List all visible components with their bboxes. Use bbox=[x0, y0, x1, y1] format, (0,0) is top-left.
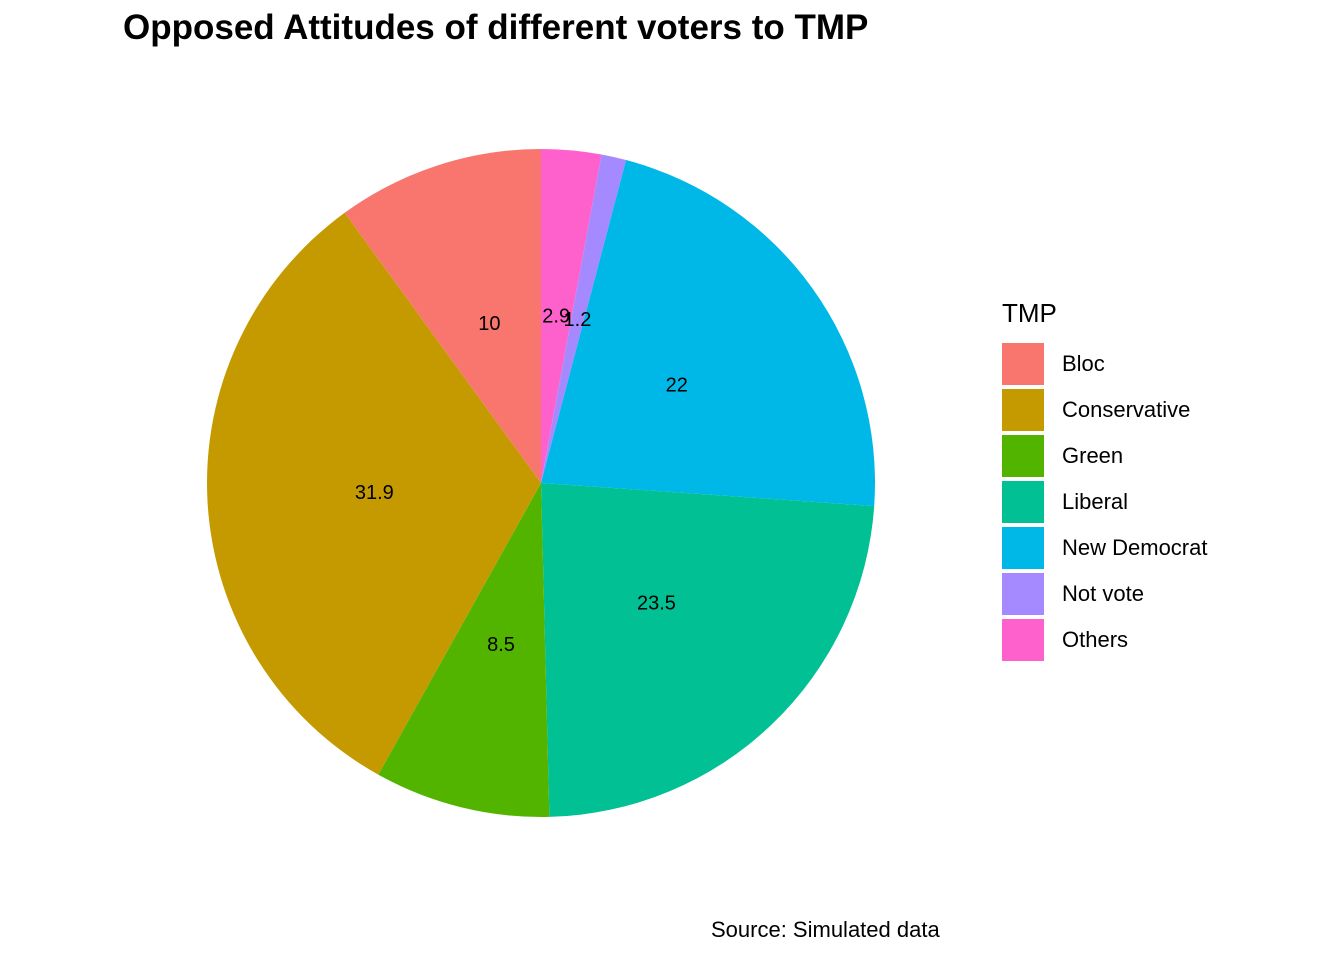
legend-swatch bbox=[1002, 481, 1044, 523]
pie-slice-bloc bbox=[344, 149, 541, 483]
slice-value-label: 23.5 bbox=[637, 593, 676, 615]
legend-item: Conservative bbox=[1002, 387, 1207, 433]
legend-items: Bloc Conservative Green Liberal New Democrat… bbox=[1002, 341, 1207, 663]
chart-title: Opposed Attitudes of different voters to… bbox=[123, 8, 869, 47]
legend-label: Liberal bbox=[1062, 489, 1129, 514]
legend-label: Green bbox=[1062, 443, 1124, 468]
legend-swatch bbox=[1002, 343, 1044, 385]
pie-labels: 2.91.2 22 23.5 8.5 31.9 10 bbox=[355, 306, 688, 656]
legend-swatch bbox=[1002, 619, 1044, 661]
pie-slice-conservative bbox=[207, 212, 541, 775]
pie-slice-green bbox=[378, 483, 550, 817]
slice-value-label: 31.9 bbox=[355, 482, 394, 504]
legend-label: Bloc bbox=[1062, 351, 1105, 376]
legend-label: Not vote bbox=[1062, 581, 1144, 606]
legend-label: Others bbox=[1062, 627, 1129, 652]
pie-slice-others bbox=[541, 149, 602, 483]
legend-swatch bbox=[1002, 527, 1044, 569]
slice-value-label: 2.9 bbox=[542, 306, 570, 328]
legend-item: Liberal bbox=[1002, 479, 1207, 525]
legend-item: Not vote bbox=[1002, 571, 1207, 617]
slice-value-label: 1.2 bbox=[564, 309, 592, 331]
legend: TMP Bloc Conservative Green Liberal New Demo… bbox=[1002, 298, 1207, 663]
legend-item: Green bbox=[1002, 433, 1207, 479]
slice-value-label: 22 bbox=[666, 375, 688, 397]
legend-swatch bbox=[1002, 389, 1044, 431]
slice-value-label: 8.5 bbox=[487, 634, 515, 656]
legend-swatch bbox=[1002, 435, 1044, 477]
legend-item: New Democrat bbox=[1002, 525, 1207, 571]
legend-item: Bloc bbox=[1002, 341, 1207, 387]
pie-slice-not-vote bbox=[541, 154, 627, 483]
pie-slices bbox=[207, 149, 875, 817]
legend-label: New Democrat bbox=[1062, 535, 1208, 560]
slice-value-label: 10 bbox=[478, 313, 500, 335]
legend-label: Conservative bbox=[1062, 397, 1191, 422]
chart-caption: Source: Simulated data bbox=[711, 917, 940, 942]
legend-swatch bbox=[1002, 573, 1044, 615]
legend-title: TMP bbox=[1002, 298, 1057, 328]
pie-slice-liberal bbox=[541, 483, 875, 817]
pie-slice-new-democrat bbox=[541, 160, 875, 507]
legend-item: Others bbox=[1002, 617, 1207, 663]
